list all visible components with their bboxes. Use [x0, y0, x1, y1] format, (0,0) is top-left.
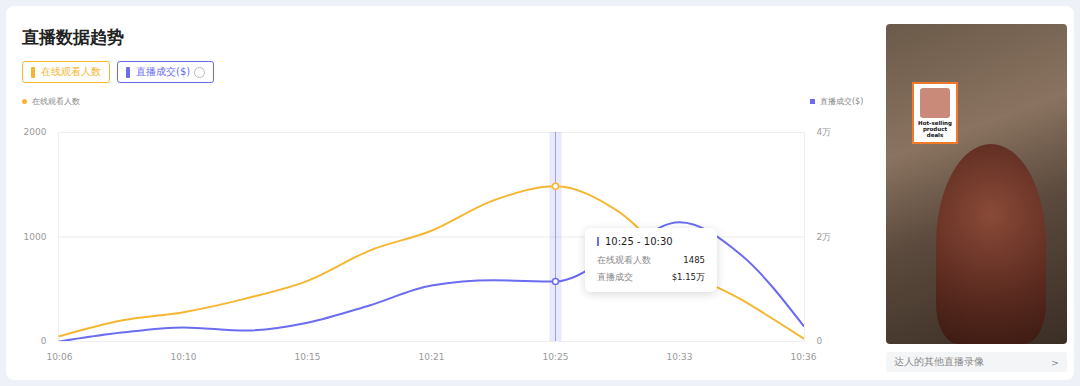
- svg-text:10:21: 10:21: [419, 352, 445, 362]
- html-text:Hot-selling product deals: Hot-selling product deals: [918, 120, 952, 138]
- svg-text:2000: 2000: [24, 127, 47, 137]
- html-text:在线观看人数: 在线观看人数: [597, 255, 651, 265]
- svg-text:10:25: 10:25: [543, 352, 569, 362]
- svg-text:10:10: 10:10: [171, 352, 197, 362]
- html-text:10:25 - 10:30: 10:25 - 10:30: [605, 236, 673, 247]
- html-text:直播成交($): 直播成交($): [820, 97, 864, 106]
- svg-text:10:33: 10:33: [667, 352, 693, 362]
- svg-text:0: 0: [817, 336, 823, 346]
- svg-text:4万: 4万: [817, 127, 832, 137]
- svg-text:10:36: 10:36: [791, 352, 817, 362]
- html-text:在线观看人数: 在线观看人数: [41, 66, 101, 77]
- svg-text:10:15: 10:15: [295, 352, 321, 362]
- svg-text:10:06: 10:06: [47, 352, 73, 362]
- svg-text:2万: 2万: [817, 232, 832, 242]
- html-text:$1.15万: $1.15万: [671, 272, 705, 282]
- html-text:直播成交($): 直播成交($): [136, 66, 191, 77]
- html-text:达人的其他直播录像: 达人的其他直播录像: [894, 355, 984, 367]
- html-text:1485: 1485: [683, 255, 705, 265]
- svg-text:1000: 1000: [24, 232, 47, 242]
- svg-text:0: 0: [41, 336, 47, 346]
- html-text:直播成交: 直播成交: [597, 272, 633, 282]
- html-text:在线观看人数: 在线观看人数: [32, 97, 80, 106]
- html-text:直播数据趋势: 直播数据趋势: [22, 27, 124, 47]
